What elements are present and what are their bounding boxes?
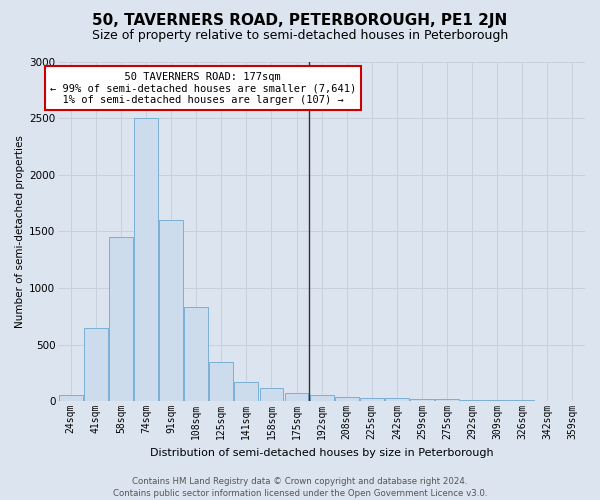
Bar	[460, 400, 484, 401]
Text: 50 TAVERNERS ROAD: 177sqm  
← 99% of semi-detached houses are smaller (7,641)
  : 50 TAVERNERS ROAD: 177sqm ← 99% of semi-…	[50, 72, 356, 105]
Text: Size of property relative to semi-detached houses in Peterborough: Size of property relative to semi-detach…	[92, 29, 508, 42]
Bar	[59, 396, 83, 401]
Bar	[184, 307, 208, 401]
Bar	[209, 362, 233, 401]
Bar	[385, 398, 409, 401]
Bar	[284, 392, 308, 401]
Bar	[134, 118, 158, 401]
Bar	[310, 396, 334, 401]
Bar	[410, 399, 434, 401]
Bar	[260, 388, 283, 401]
Bar	[84, 328, 108, 401]
Bar	[360, 398, 383, 401]
Text: Contains HM Land Registry data © Crown copyright and database right 2024.
Contai: Contains HM Land Registry data © Crown c…	[113, 476, 487, 498]
Bar	[335, 396, 359, 401]
Bar	[511, 400, 534, 401]
Bar	[159, 220, 183, 401]
Bar	[560, 400, 584, 401]
Bar	[435, 400, 459, 401]
Bar	[109, 237, 133, 401]
Bar	[535, 400, 559, 401]
Bar	[485, 400, 509, 401]
X-axis label: Distribution of semi-detached houses by size in Peterborough: Distribution of semi-detached houses by …	[150, 448, 493, 458]
Y-axis label: Number of semi-detached properties: Number of semi-detached properties	[15, 135, 25, 328]
Text: 50, TAVERNERS ROAD, PETERBOROUGH, PE1 2JN: 50, TAVERNERS ROAD, PETERBOROUGH, PE1 2J…	[92, 12, 508, 28]
Bar	[235, 382, 258, 401]
